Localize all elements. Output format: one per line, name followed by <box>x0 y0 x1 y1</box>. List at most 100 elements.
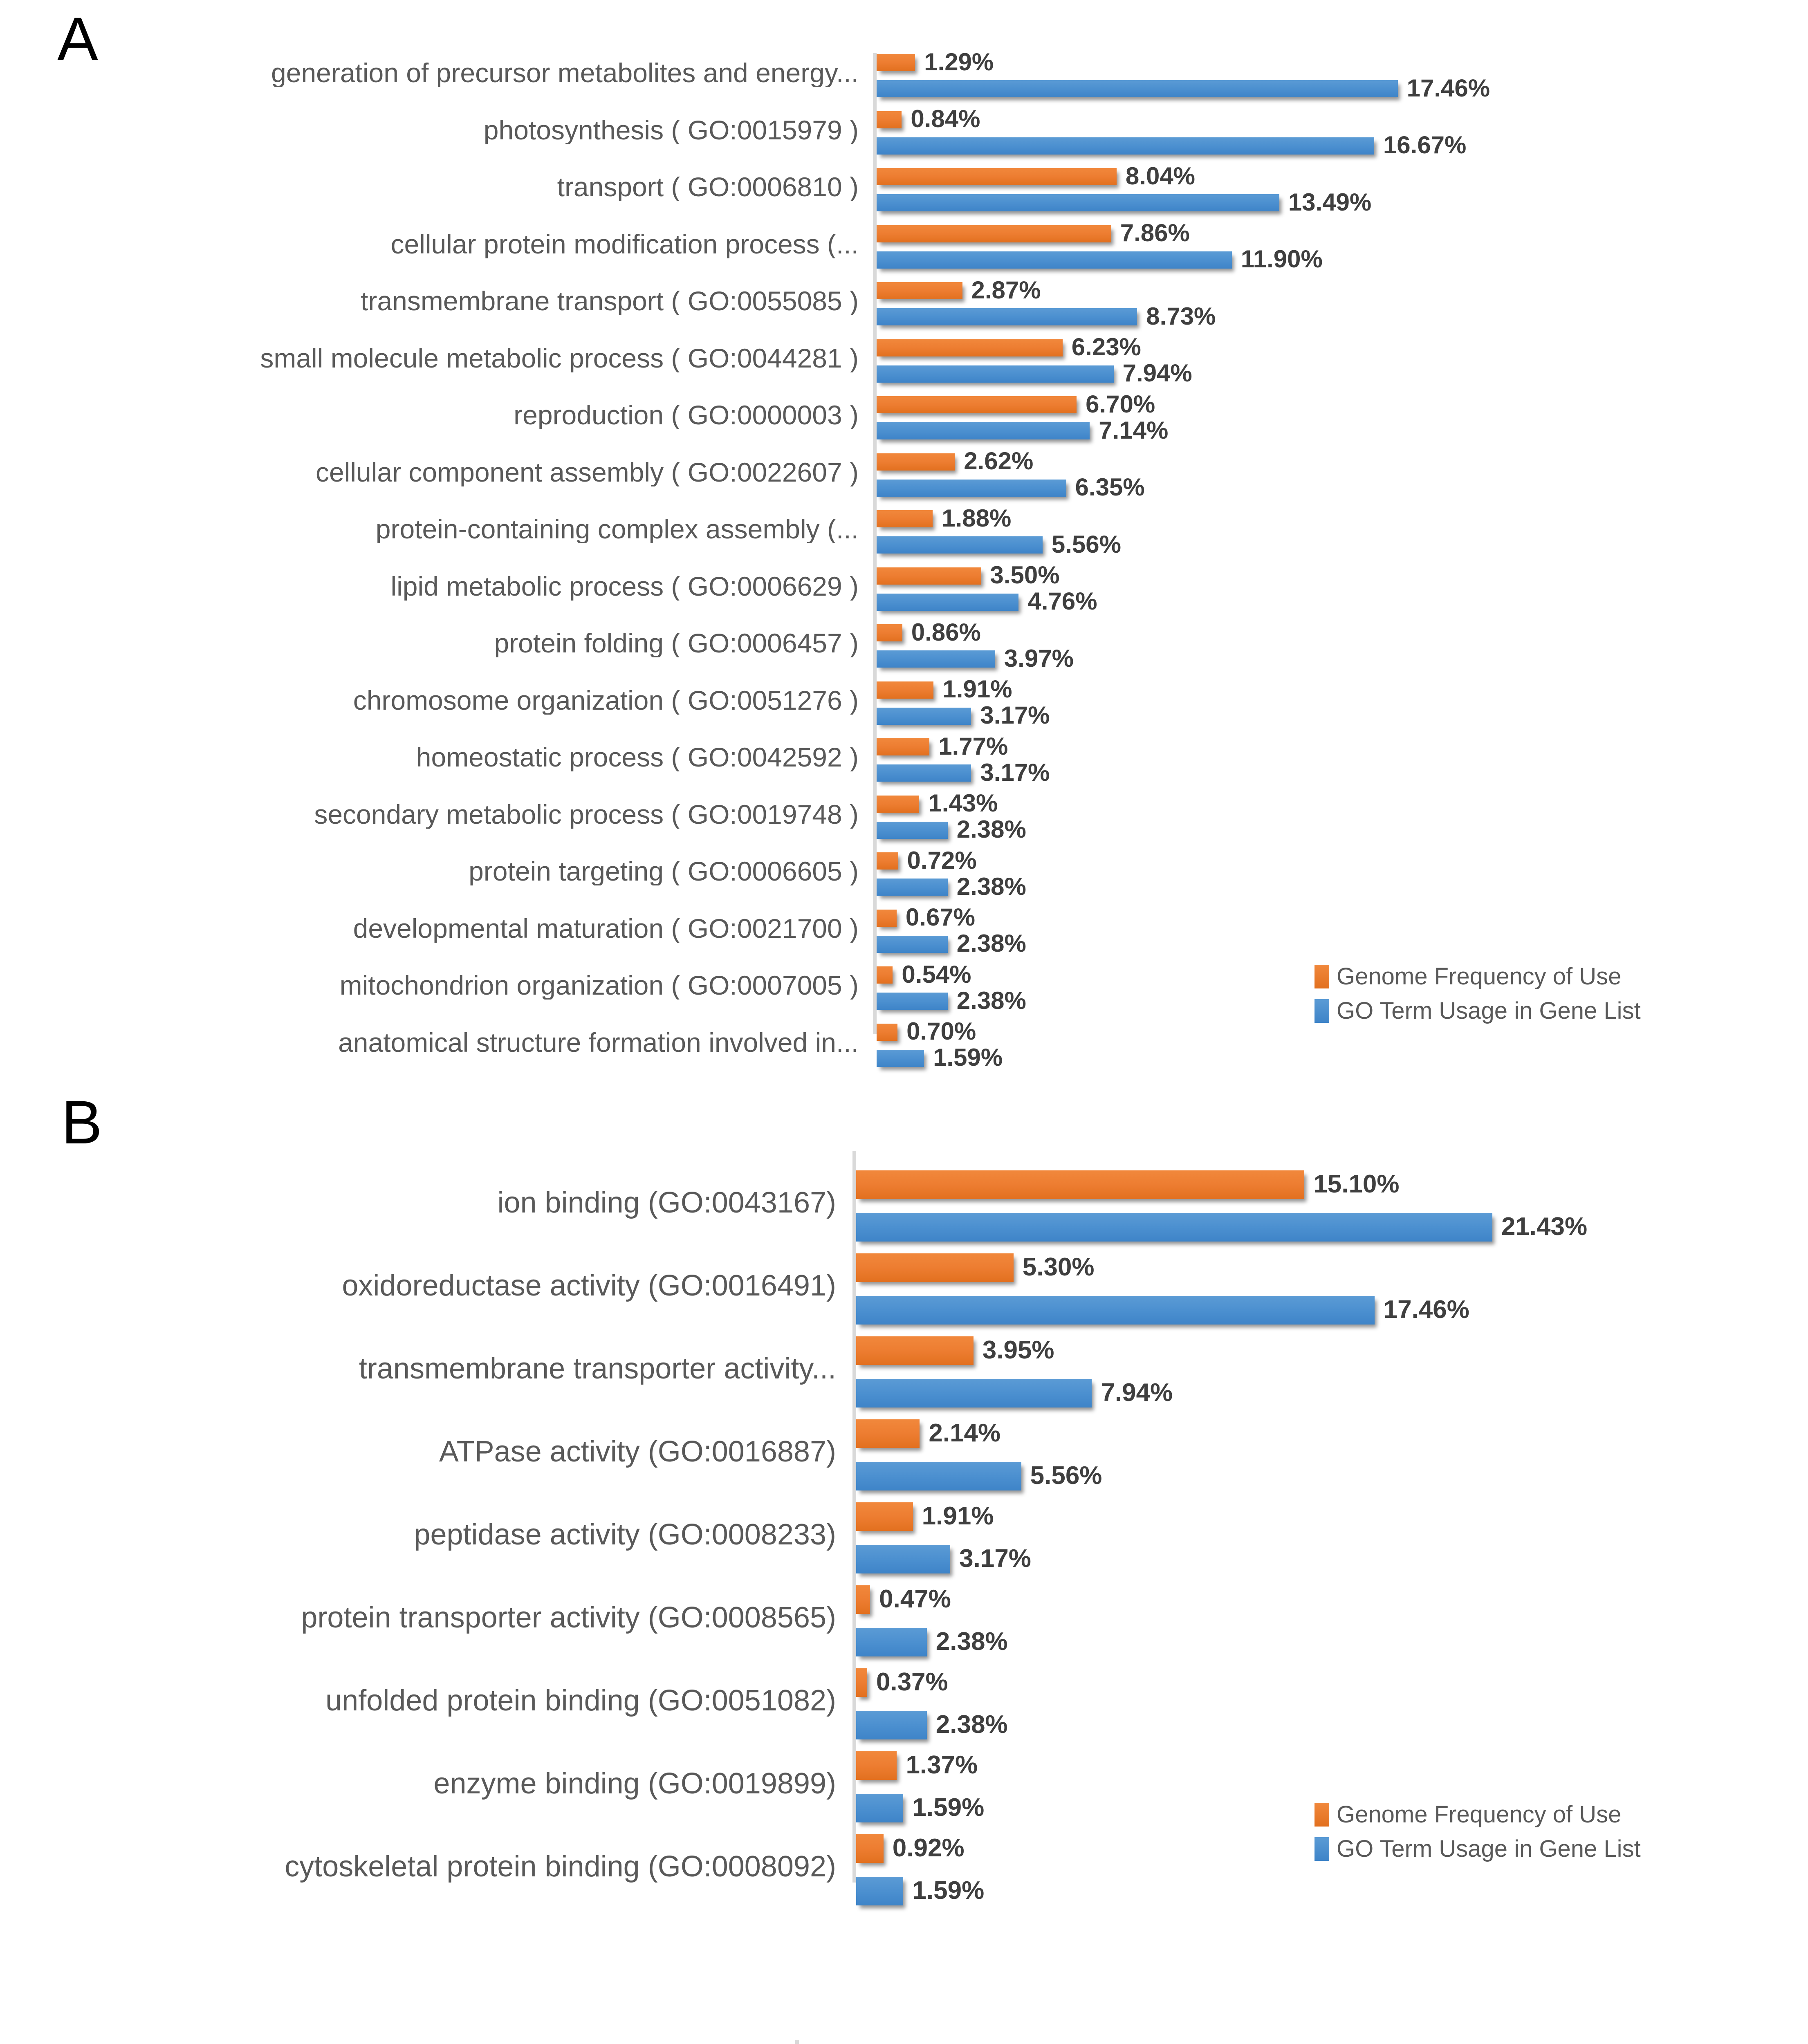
bar-value-label: 17.46% <box>1406 74 1490 102</box>
bar-genome-frequency <box>877 966 893 984</box>
bar-value-label: 6.70% <box>1086 390 1155 418</box>
legend-label-gene-list: GO Term Usage in Gene List <box>1337 997 1641 1024</box>
bar-value-label: 2.38% <box>956 872 1026 900</box>
panel-b-legend: Genome Frequency of Use GO Term Usage in… <box>1315 1803 1641 1871</box>
bar-value-label: 0.47% <box>879 1585 951 1613</box>
bar-value-label: 3.97% <box>1004 644 1074 672</box>
value-axis-line <box>795 2040 799 2044</box>
bar-genome-frequency <box>877 681 934 699</box>
bar-value-label: 0.92% <box>892 1833 965 1862</box>
panel-b-letter: B <box>61 1088 103 1156</box>
bar-value-label: 0.67% <box>905 903 976 931</box>
bar-value-label: 1.77% <box>938 732 1008 760</box>
bar-value-label: 2.62% <box>964 447 1034 475</box>
bar-gene-list-usage <box>856 1545 951 1573</box>
category-label: protein transporter activity (GO:0008565… <box>301 1602 836 1634</box>
legend-swatch-gene-list-icon <box>1315 1837 1329 1861</box>
panel-a-chart: generation of precursor metabolites and … <box>260 49 1490 1071</box>
legend-swatch-genome-icon <box>1315 965 1329 988</box>
bar-genome-frequency <box>856 1502 913 1531</box>
bar-gene-list-usage <box>856 1628 927 1656</box>
bar-genome-frequency <box>856 1668 867 1697</box>
bar-gene-list-usage <box>877 650 995 668</box>
bar-value-label: 2.38% <box>956 930 1026 957</box>
category-label: transport ( GO:0006810 ) <box>557 173 859 202</box>
bar-gene-list-usage <box>877 536 1043 554</box>
category-label: protein folding ( GO:0006457 ) <box>494 629 859 658</box>
bar-value-label: 17.46% <box>1383 1295 1469 1324</box>
bar-value-label: 0.84% <box>911 105 980 133</box>
category-label: ATPase activity (GO:0016887) <box>439 1437 836 1468</box>
category-label: cellular component assembly ( GO:0022607… <box>316 458 859 486</box>
bar-gene-list-usage <box>877 308 1137 325</box>
legend-row-genome: Genome Frequency of Use <box>1315 1803 1641 1827</box>
bar-value-label: 0.70% <box>906 1018 976 1045</box>
bar-value-label: 15.10% <box>1313 1170 1400 1198</box>
bar-genome-frequency <box>877 225 1111 242</box>
bar-genome-frequency <box>877 453 955 471</box>
category-label: photosynthesis ( GO:0015979 ) <box>483 116 859 144</box>
bar-value-label: 5.30% <box>1022 1253 1095 1281</box>
bar-genome-frequency <box>877 1023 898 1041</box>
bar-value-label: 21.43% <box>1501 1212 1588 1241</box>
legend-row-gene-list: GO Term Usage in Gene List <box>1315 999 1641 1023</box>
legend-row-gene-list: GO Term Usage in Gene List <box>1315 1837 1641 1861</box>
bar-genome-frequency <box>877 510 933 527</box>
category-label: chromosome organization ( GO:0051276 ) <box>353 686 859 715</box>
bar-value-label: 3.95% <box>982 1336 1054 1364</box>
bar-gene-list-usage <box>877 935 948 953</box>
panel-c-letter: C <box>61 2040 105 2044</box>
bar-gene-list-usage <box>856 1877 904 1905</box>
bar-value-label: 1.88% <box>942 504 1012 532</box>
bar-gene-list-usage <box>856 1462 1021 1490</box>
category-label: protein-containing complex assembly (... <box>375 515 859 544</box>
category-label: cellular protein modification process (.… <box>390 230 859 258</box>
panel-c: C cell (GO:0005623)75.23%96.03%intracell… <box>0 1983 1808 2044</box>
bar-genome-frequency <box>877 852 898 870</box>
bar-genome-frequency <box>856 1253 1014 1282</box>
bar-value-label: 3.50% <box>990 561 1060 589</box>
bar-value-label: 7.14% <box>1099 416 1169 444</box>
bar-value-label: 7.94% <box>1101 1378 1173 1407</box>
bar-genome-frequency <box>877 567 981 585</box>
bar-genome-frequency <box>877 795 920 813</box>
legend-label-genome: Genome Frequency of Use <box>1337 963 1622 990</box>
category-label: protein targeting ( GO:0006605 ) <box>469 857 859 886</box>
bar-value-label: 6.23% <box>1071 333 1141 361</box>
bar-gene-list-usage <box>877 194 1279 211</box>
bar-value-label: 0.86% <box>911 618 981 646</box>
bar-gene-list-usage <box>877 707 971 725</box>
bar-genome-frequency <box>877 339 1063 356</box>
bar-value-label: 13.49% <box>1288 188 1372 216</box>
bar-value-label: 16.67% <box>1383 131 1467 159</box>
legend-row-genome: Genome Frequency of Use <box>1315 965 1641 988</box>
category-label: unfolded protein binding (GO:0051082) <box>325 1685 836 1717</box>
bar-value-label: 1.59% <box>933 1044 1003 1071</box>
bar-gene-list-usage <box>877 422 1090 439</box>
value-axis-line <box>852 1151 856 1883</box>
bar-value-label: 2.38% <box>935 1627 1008 1656</box>
bar-value-label: 2.14% <box>929 1419 1001 1447</box>
bar-gene-list-usage <box>856 1296 1375 1325</box>
bar-genome-frequency <box>877 909 897 927</box>
bar-genome-frequency <box>856 1419 920 1448</box>
bar-value-label: 2.38% <box>956 986 1026 1014</box>
bar-genome-frequency <box>877 168 1117 185</box>
bar-value-label: 1.91% <box>942 675 1012 703</box>
bar-genome-frequency <box>856 1336 974 1365</box>
category-label: developmental maturation ( GO:0021700 ) <box>353 914 859 943</box>
bar-gene-list-usage <box>877 879 948 896</box>
category-label: oxidoreductase activity (GO:0016491) <box>342 1271 836 1302</box>
category-label: reproduction ( GO:0000003 ) <box>514 401 859 430</box>
bar-genome-frequency <box>877 54 915 71</box>
legend-swatch-gene-list-icon <box>1315 999 1329 1023</box>
bar-genome-frequency <box>856 1585 870 1614</box>
bar-gene-list-usage <box>877 764 971 782</box>
bar-value-label: 1.59% <box>912 1793 985 1822</box>
bar-value-label: 3.17% <box>959 1544 1031 1573</box>
bar-value-label: 5.56% <box>1030 1461 1102 1490</box>
bar-value-label: 8.73% <box>1146 302 1216 330</box>
bar-value-label: 3.17% <box>980 758 1050 786</box>
category-label: small molecule metabolic process ( GO:00… <box>260 344 859 372</box>
